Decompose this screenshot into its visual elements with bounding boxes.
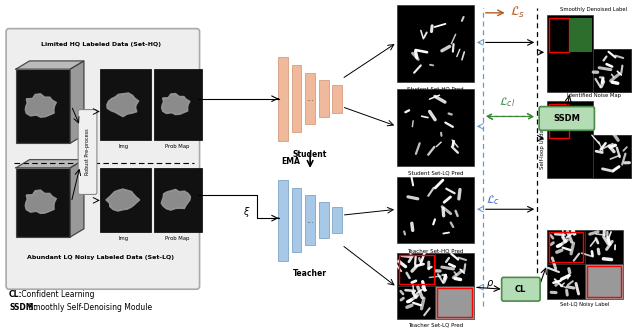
Bar [547, 230, 585, 264]
Text: ...: ... [306, 215, 314, 225]
Text: $\mathcal{L}_s$: $\mathcal{L}_s$ [509, 5, 525, 20]
Bar [305, 73, 315, 124]
Text: Img: Img [118, 144, 129, 149]
Polygon shape [106, 189, 140, 211]
Bar [435, 254, 474, 286]
Bar [547, 15, 593, 92]
Text: EMA: EMA [281, 157, 300, 166]
Text: ...: ... [306, 94, 314, 103]
Text: Student: Student [293, 150, 327, 159]
Bar [587, 266, 621, 297]
Polygon shape [16, 61, 84, 69]
Text: Confident Learning: Confident Learning [19, 290, 95, 299]
Bar [547, 264, 585, 299]
FancyBboxPatch shape [6, 29, 200, 289]
Bar [333, 85, 342, 113]
Bar [549, 18, 569, 52]
Text: $\xi$: $\xi$ [243, 205, 251, 219]
Text: Set-LQ Noisy Label: Set-LQ Noisy Label [560, 302, 609, 307]
Text: Robust Pre-process: Robust Pre-process [85, 129, 90, 175]
Bar [154, 69, 202, 140]
Bar [397, 254, 435, 286]
Text: Img: Img [118, 236, 129, 241]
Text: Teacher: Teacher [293, 270, 327, 278]
Text: Teacher Set-LQ Pred: Teacher Set-LQ Pred [408, 323, 463, 328]
Bar [593, 135, 631, 178]
Text: $\rho$: $\rho$ [486, 278, 494, 290]
Bar [319, 80, 328, 117]
Text: Smoothly Denoised Label: Smoothly Denoised Label [561, 7, 627, 12]
Text: Smoothly Self-Denoising Module: Smoothly Self-Denoising Module [26, 303, 152, 313]
Bar [593, 50, 631, 92]
Bar [17, 70, 69, 142]
Polygon shape [161, 189, 191, 210]
Text: Teacher Set-HQ Pred: Teacher Set-HQ Pred [407, 249, 463, 254]
Bar [100, 69, 151, 140]
Text: Identified Noise Map: Identified Noise Map [567, 93, 621, 98]
Polygon shape [25, 190, 56, 214]
Text: CL:: CL: [9, 290, 22, 299]
Bar [16, 168, 70, 237]
Text: CL: CL [515, 285, 526, 294]
Bar [549, 104, 569, 138]
Polygon shape [25, 94, 56, 117]
Polygon shape [16, 160, 84, 168]
Text: SSDM:: SSDM: [9, 303, 36, 313]
FancyBboxPatch shape [78, 110, 97, 195]
Bar [549, 232, 583, 262]
FancyBboxPatch shape [502, 277, 540, 301]
Bar [585, 264, 623, 299]
Polygon shape [70, 61, 84, 143]
Bar [292, 188, 301, 252]
Bar [305, 195, 315, 245]
Bar [154, 168, 202, 232]
Text: Self-loop Update: Self-loop Update [540, 123, 545, 169]
Text: Student Set-LQ Pred: Student Set-LQ Pred [408, 171, 463, 176]
Bar [333, 207, 342, 233]
Text: $\mathcal{L}_c$: $\mathcal{L}_c$ [486, 194, 500, 207]
Text: Student Set-HQ Pred: Student Set-HQ Pred [407, 87, 464, 92]
Text: Limited HQ Labeled Data (Set-HQ): Limited HQ Labeled Data (Set-HQ) [41, 42, 161, 47]
Bar [397, 89, 474, 166]
Bar [435, 286, 474, 319]
Bar [593, 50, 631, 92]
Text: Abundant LQ Noisy Labeled Data (Set-LQ): Abundant LQ Noisy Labeled Data (Set-LQ) [28, 255, 174, 260]
Bar [585, 230, 623, 264]
Bar [17, 169, 69, 236]
Bar [569, 18, 593, 52]
Bar [547, 101, 593, 178]
Text: Prob Map: Prob Map [164, 236, 189, 241]
Bar [319, 202, 328, 238]
Bar [593, 135, 631, 178]
Polygon shape [107, 93, 139, 117]
Bar [397, 286, 435, 319]
Bar [438, 288, 472, 317]
Bar [278, 57, 288, 141]
Bar [16, 69, 70, 143]
Bar [397, 5, 474, 82]
Bar [399, 256, 434, 284]
Text: Prob Map: Prob Map [164, 144, 189, 149]
Polygon shape [162, 93, 190, 115]
Bar [292, 65, 301, 132]
Bar [278, 180, 288, 260]
Polygon shape [70, 160, 84, 237]
FancyBboxPatch shape [539, 107, 595, 130]
Text: $\mathcal{L}_{cl}$: $\mathcal{L}_{cl}$ [499, 95, 516, 109]
Bar [100, 168, 151, 232]
Text: SSDM: SSDM [554, 114, 580, 123]
Bar [397, 177, 474, 243]
